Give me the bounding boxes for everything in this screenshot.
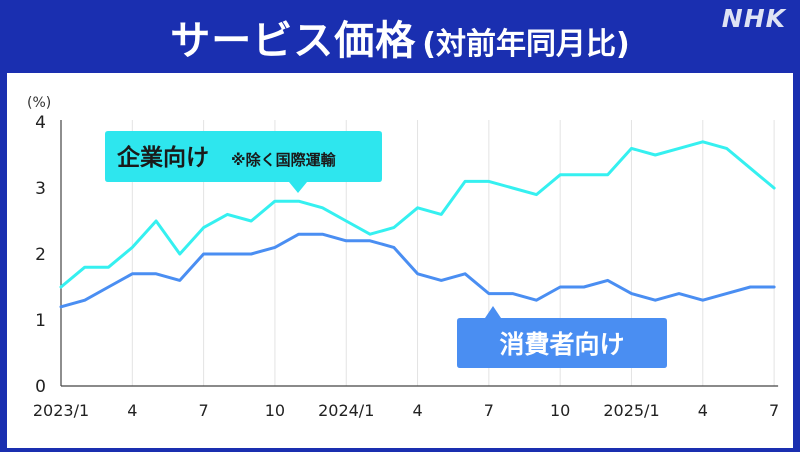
- chart-title: サービス価格 (対前年同月比): [170, 8, 629, 66]
- x-tick-label-1: 4: [127, 401, 137, 420]
- header: サービス価格 (対前年同月比) NHK: [0, 0, 800, 73]
- x-tick-label-9: 4: [698, 401, 708, 420]
- x-tick-label-3: 10: [265, 401, 285, 420]
- title-main: サービス価格: [170, 17, 417, 64]
- x-tick-label-8: 2025/1: [603, 401, 659, 420]
- series-label-consumer: 消費者向け: [457, 306, 667, 368]
- y-tick-label-4: 4: [35, 113, 46, 133]
- y-tick-label-2: 2: [35, 245, 46, 265]
- x-tick-label-0: 2023/1: [33, 401, 89, 420]
- series-label-corporate: 企業向け ※除く国際運輸: [105, 131, 382, 193]
- line-chart: (%) 0 1 2 3 4 2023/1 4 7 10 2024/1 4 7 10 2025/1 4 7 企業向け…: [27, 95, 779, 420]
- title-subtitle: (対前年同月比): [422, 26, 630, 62]
- x-tick-label-5: 4: [412, 401, 422, 420]
- y-tick-label-1: 1: [35, 311, 46, 331]
- series-line-consumer: [59, 232, 776, 309]
- series-label-consumer-name: 消費者向け: [499, 330, 624, 359]
- series-label-corporate-note: ※除く国際運輸: [231, 151, 337, 169]
- x-tick-label-6: 7: [484, 401, 494, 420]
- x-tick-label-4: 2024/1: [318, 401, 374, 420]
- y-tick-label-0: 0: [35, 377, 46, 397]
- x-tick-label-2: 7: [199, 401, 209, 420]
- series-label-consumer-box: [457, 306, 667, 368]
- series-label-corporate-name: 企業向け: [116, 144, 209, 171]
- series-label-corporate-box: [105, 131, 382, 193]
- x-tick-label-7: 10: [550, 401, 570, 420]
- y-tick-label-3: 3: [35, 179, 46, 199]
- series-line-corporate: [59, 140, 776, 289]
- nhk-logo: NHK: [721, 4, 786, 33]
- chart-panel: (%) 0 1 2 3 4 2023/1 4 7 10 2024/1 4 7 10 2025/1 4 7 企業向け…: [7, 73, 793, 448]
- x-tick-label-10: 7: [769, 401, 779, 420]
- y-axis-unit-label: (%): [27, 95, 51, 111]
